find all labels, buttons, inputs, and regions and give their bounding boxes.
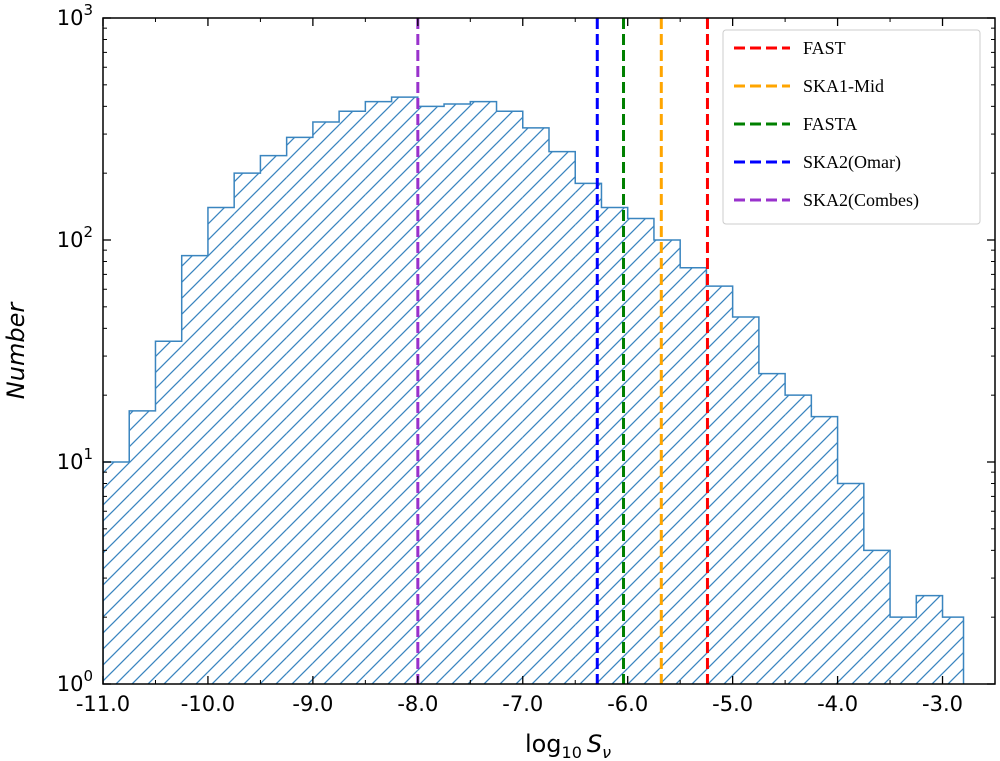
x-axis-title-sub: 10 (562, 743, 582, 761)
histogram-bin (653, 240, 681, 684)
y-tick-label: 103 (57, 1, 93, 30)
histogram-bin (758, 373, 786, 684)
legend-label: SKA1-Mid (803, 76, 884, 96)
histogram-bin (916, 595, 943, 684)
legend-label: FASTA (803, 114, 857, 134)
x-axis-title: log10 Sν (525, 730, 611, 761)
histogram-bin (129, 410, 156, 684)
x-tick-label: -11.0 (76, 692, 130, 716)
histogram-bin (811, 416, 838, 684)
legend-box (722, 29, 981, 225)
histogram-bin (627, 218, 654, 684)
y-tick-label: 101 (57, 445, 93, 474)
histogram-bin (103, 462, 130, 684)
histogram-bin (470, 101, 497, 684)
legend-label: SKA2(Combes) (803, 190, 919, 211)
histogram-outline (103, 96, 965, 684)
threshold-lines (416, 18, 709, 684)
histogram-bin (312, 122, 340, 684)
histogram-bin (942, 617, 964, 684)
histogram-bin (339, 111, 366, 684)
x-tick-label: -6.0 (607, 692, 648, 716)
histogram-bin (837, 483, 864, 684)
histogram-bin (155, 341, 182, 684)
histogram-bin (890, 617, 917, 684)
histogram-bin (785, 395, 812, 684)
histogram-bin (207, 207, 235, 684)
x-tick-label: -8.0 (397, 692, 438, 716)
x-axis-title-var-sub: ν (602, 743, 611, 761)
y-axis-ticks: 100 101 102 103 (57, 1, 995, 696)
y-tick-label: 100 (57, 667, 93, 696)
x-tick-label: -4.0 (817, 692, 858, 716)
histogram-bin (549, 151, 576, 684)
histogram-bin (496, 111, 523, 684)
x-axis-title-var: S (587, 730, 602, 758)
x-tick-label: -7.0 (502, 692, 543, 716)
histogram-bin (444, 103, 471, 684)
legend-label: SKA2(Omar) (803, 152, 901, 173)
x-tick-label: -3.0 (922, 692, 963, 716)
legend-label: FAST (803, 38, 846, 58)
y-tick-label: 102 (57, 223, 93, 252)
histogram-bin (732, 316, 759, 684)
x-tick-label: -10.0 (181, 692, 235, 716)
histogram-bin (260, 155, 287, 684)
plot-frame (102, 17, 996, 685)
histogram-bin (706, 286, 733, 684)
histogram-bin (286, 137, 313, 684)
histogram-bin (365, 101, 392, 684)
histogram-bin (181, 255, 208, 684)
histogram (103, 96, 965, 684)
histogram-bin (234, 173, 261, 684)
x-axis-ticks: -11.0 -10.0 -9.0 -8.0 -7.0 -6.0 -5.0 -4.0 -3.0 (76, 18, 963, 716)
x-axis-title-base: log (525, 730, 562, 758)
legend: FAST SKA1-Mid FASTA SKA2(Omar) SKA2(Combes) (722, 29, 981, 225)
x-tick-label: -5.0 (712, 692, 753, 716)
histogram-bin (680, 267, 707, 684)
histogram-bin (522, 127, 549, 684)
histogram-bin (417, 106, 445, 684)
histogram-bin (863, 550, 891, 684)
y-axis-title: Number (2, 301, 30, 400)
histogram-bin (391, 97, 418, 684)
x-tick-label: -9.0 (292, 692, 333, 716)
